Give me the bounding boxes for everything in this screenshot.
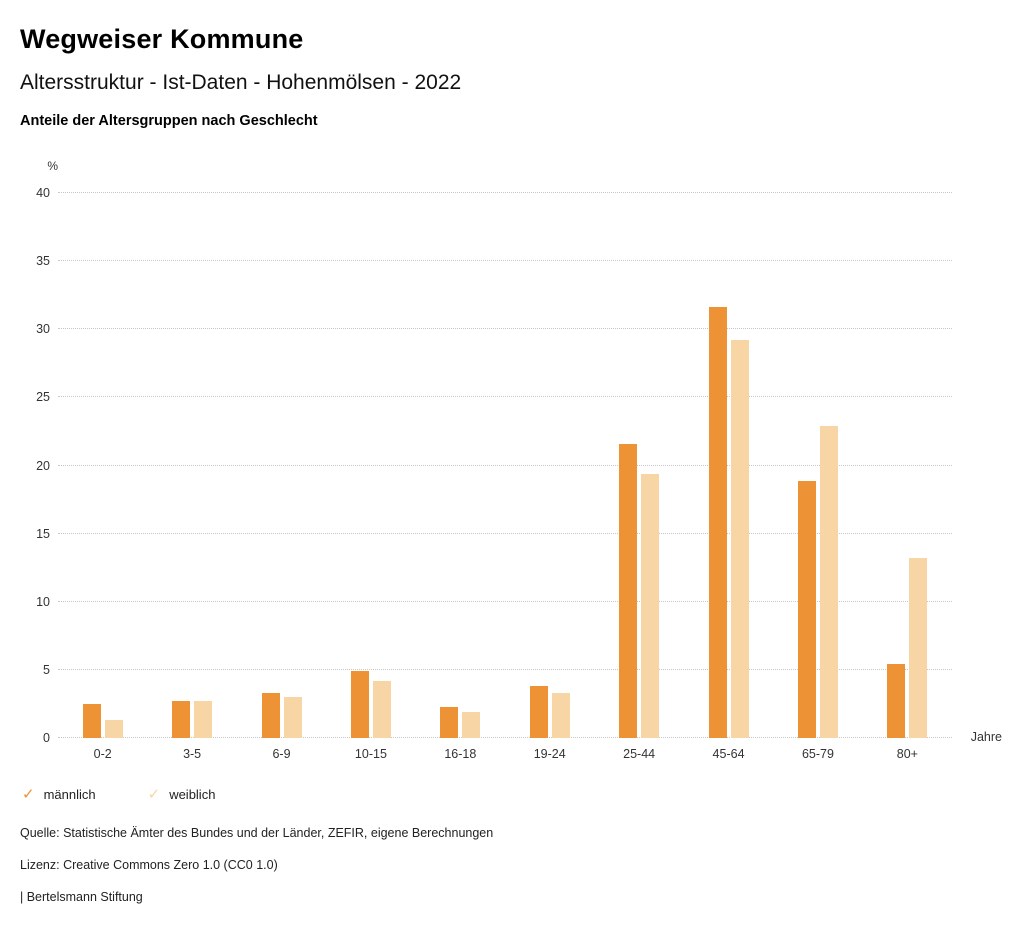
x-tick-label-6-9: 6-9 bbox=[272, 747, 291, 761]
gridline-15 bbox=[58, 532, 952, 534]
plot-outer: Jahre 0-2 3-5 6-9 10-15 16-18 19-24 25-44 45-64… bbox=[58, 192, 1002, 761]
y-axis: % 0 5 10 15 20 25 30 35 40 bbox=[20, 159, 58, 745]
gridline-25 bbox=[58, 396, 952, 398]
x-tick-label-19-24: 19-24 bbox=[533, 747, 566, 761]
bar-group-65-79 bbox=[773, 193, 862, 738]
legend-label-männlich: männlich bbox=[43, 787, 96, 802]
bar-weiblich-10-15[interactable] bbox=[372, 680, 391, 738]
x-axis-unit-label: Jahre bbox=[970, 730, 1002, 744]
bar-weiblich-45-64[interactable] bbox=[730, 340, 749, 738]
x-tick-label-25-44: 25-44 bbox=[623, 747, 656, 761]
bar-weiblich-6-9[interactable] bbox=[283, 697, 302, 738]
bar-weiblich-80+[interactable] bbox=[909, 558, 928, 738]
x-tick-label-3-5: 3-5 bbox=[183, 747, 202, 761]
bar-group-19-24 bbox=[505, 193, 594, 738]
bar-groups bbox=[58, 193, 952, 738]
page-title: Wegweiser Kommune bbox=[20, 24, 304, 54]
license-note: Lizenz: Creative Commons Zero 1.0 (CC0 1… bbox=[20, 858, 278, 872]
bar-männlich-3-5[interactable] bbox=[172, 701, 191, 738]
bar-männlich-16-18[interactable] bbox=[440, 706, 459, 738]
check-icon: ✓ bbox=[22, 786, 35, 803]
chart-heading: Anteile der Altersgruppen nach Geschlech… bbox=[20, 113, 318, 129]
bar-weiblich-0-2[interactable] bbox=[104, 720, 123, 738]
x-tick-label-16-18: 16-18 bbox=[444, 747, 477, 761]
legend: ✓ männlich ✓ weiblich bbox=[22, 787, 1004, 802]
bar-männlich-45-64[interactable] bbox=[708, 307, 727, 738]
y-tick-label-20: 20 bbox=[36, 458, 50, 473]
x-tick-label-45-64: 45-64 bbox=[712, 747, 745, 761]
bar-weiblich-65-79[interactable] bbox=[819, 426, 838, 738]
gridline-0 bbox=[58, 737, 952, 738]
footer: Quelle: Statistische Ämter des Bundes un… bbox=[20, 826, 1004, 904]
bar-weiblich-25-44[interactable] bbox=[641, 473, 660, 738]
bar-männlich-10-15[interactable] bbox=[350, 671, 369, 738]
y-tick-label-15: 15 bbox=[36, 526, 50, 541]
bar-chart: % 0 5 10 15 20 25 30 35 40 Jahre 0-2 3-5 6-9 10-15 1… bbox=[20, 159, 1004, 761]
y-tick-label-10: 10 bbox=[36, 594, 50, 609]
bar-weiblich-19-24[interactable] bbox=[551, 693, 570, 738]
gridline-35 bbox=[58, 260, 952, 262]
bar-group-45-64 bbox=[684, 193, 773, 738]
y-tick-label-0: 0 bbox=[43, 731, 50, 745]
gridline-5 bbox=[58, 668, 952, 670]
x-tick-label-65-79: 65-79 bbox=[801, 747, 834, 761]
chart-subtitle: Altersstruktur - Ist-Daten - Hohenmölsen… bbox=[20, 71, 462, 94]
bar-männlich-0-2[interactable] bbox=[82, 703, 101, 738]
bar-group-10-15 bbox=[326, 193, 415, 738]
y-tick-label-5: 5 bbox=[43, 662, 50, 677]
source-note: Quelle: Statistische Ämter des Bundes un… bbox=[20, 826, 494, 840]
x-tick-label-80+: 80+ bbox=[896, 747, 918, 761]
attribution-note: | Bertelsmann Stiftung bbox=[20, 890, 143, 904]
gridline-30 bbox=[58, 328, 952, 330]
gridline-10 bbox=[58, 600, 952, 602]
legend-item-weiblich[interactable]: ✓ weiblich bbox=[148, 787, 216, 802]
y-tick-label-25: 25 bbox=[36, 390, 50, 405]
bar-group-16-18 bbox=[416, 193, 505, 738]
y-axis-unit-label: % bbox=[47, 159, 58, 173]
bar-group-80+ bbox=[863, 193, 952, 738]
x-tick-label-10-15: 10-15 bbox=[354, 747, 387, 761]
gridline-20 bbox=[58, 464, 952, 466]
y-tick-label-40: 40 bbox=[36, 186, 50, 200]
gridline-40 bbox=[58, 192, 952, 193]
plot-area: Jahre bbox=[58, 192, 1002, 744]
bar-group-6-9 bbox=[237, 193, 326, 738]
bar-männlich-25-44[interactable] bbox=[619, 443, 638, 738]
bar-männlich-19-24[interactable] bbox=[529, 686, 548, 738]
legend-label-weiblich: weiblich bbox=[169, 787, 216, 802]
bar-group-0-2 bbox=[58, 193, 147, 738]
bar-weiblich-3-5[interactable] bbox=[194, 701, 213, 738]
bar-weiblich-16-18[interactable] bbox=[462, 712, 481, 738]
bar-group-25-44 bbox=[594, 193, 683, 738]
bar-group-3-5 bbox=[147, 193, 236, 738]
bar-männlich-80+[interactable] bbox=[887, 664, 906, 738]
bar-männlich-65-79[interactable] bbox=[797, 480, 816, 738]
y-tick-label-30: 30 bbox=[36, 322, 50, 337]
check-icon: ✓ bbox=[147, 786, 161, 803]
bar-männlich-6-9[interactable] bbox=[261, 693, 280, 738]
legend-item-männlich[interactable]: ✓ männlich bbox=[22, 787, 96, 802]
y-tick-label-35: 35 bbox=[36, 254, 50, 269]
x-tick-label-0-2: 0-2 bbox=[93, 747, 112, 761]
x-labels: 0-2 3-5 6-9 10-15 16-18 19-24 25-44 45-64 65-79 8… bbox=[58, 738, 952, 761]
